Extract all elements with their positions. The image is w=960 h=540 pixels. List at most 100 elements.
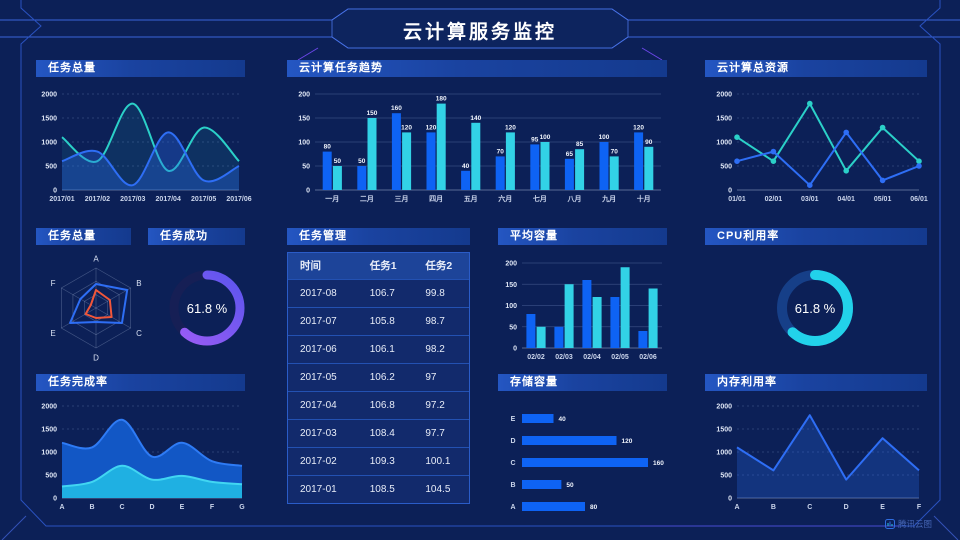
y-tick-label: 200 — [505, 261, 517, 268]
y-tick-label: 100 — [298, 140, 310, 147]
panel-header-task-completion: 任务完成率 — [36, 374, 245, 391]
table-cell: 97.2 — [413, 390, 469, 419]
y-tick-label: 1500 — [41, 116, 57, 123]
panel-title: 云计算总资源 — [717, 62, 789, 74]
bar — [357, 166, 367, 190]
x-tick-label: G — [239, 504, 245, 511]
bar-value: 90 — [645, 139, 653, 146]
donut-value: 61.8 % — [795, 301, 836, 316]
radar-axis-label: F — [51, 279, 56, 288]
x-tick-label: 六月 — [498, 194, 512, 203]
bar — [564, 158, 574, 190]
donut-value: 61.8 % — [187, 301, 228, 316]
x-tick-label: 04/01 — [837, 196, 855, 203]
x-tick-label: 2017/05 — [191, 196, 216, 203]
chart-avg-capacity[interactable]: 0 50 100 150 200 02/02 02/03 02/04 02/05 02/06 — [496, 248, 668, 368]
table-cell: 97.7 — [413, 418, 469, 447]
y-tick-label: 0 — [53, 496, 57, 503]
chart-task-completion[interactable]: 0 500 1000 1500 2000 A B C D E F G — [32, 394, 247, 520]
x-tick-label: 十月 — [637, 194, 651, 203]
table-cell: 104.5 — [413, 474, 469, 503]
table-cell: 106.2 — [357, 362, 414, 391]
panel-title: 内存利用率 — [717, 376, 777, 388]
bar — [471, 122, 481, 190]
bar — [522, 480, 562, 489]
panel-header-total-resources: 云计算总资源 — [705, 60, 927, 77]
y-tick-label: 500 — [45, 164, 57, 171]
chart-task-total-radar[interactable]: A B C D E F — [38, 248, 150, 370]
bar-value: 80 — [590, 504, 598, 511]
bar — [402, 132, 412, 190]
x-tick-label: 三月 — [395, 195, 409, 203]
table-cell: 97 — [413, 362, 469, 391]
chart-cpu-gauge[interactable]: 61.8 % — [705, 250, 927, 368]
bar — [495, 156, 505, 190]
y-cat-label: C — [510, 460, 515, 467]
y-tick-label: 1000 — [716, 140, 732, 147]
y-tick-label: 2000 — [716, 404, 732, 411]
column-header: 任务1 — [357, 253, 414, 279]
y-tick-label: 0 — [513, 346, 517, 353]
bar — [530, 144, 540, 190]
bar — [648, 288, 658, 348]
bar-value: 160 — [653, 460, 664, 467]
y-tick-label: 0 — [728, 496, 732, 503]
chart-task-success-gauge[interactable]: 61.8 % — [150, 250, 245, 368]
panel-title: 云计算任务趋势 — [299, 62, 383, 74]
x-tick-label: 02/01 — [765, 196, 783, 203]
bar — [575, 149, 585, 190]
bar — [322, 151, 332, 190]
x-tick-label: 2017/06 — [226, 196, 251, 203]
column-header: 时间 — [288, 253, 358, 279]
panel-header-storage-capacity: 存储容量 — [498, 374, 667, 391]
data-point — [807, 182, 813, 188]
panel-header-task-total-trend: 任务总量 — [36, 60, 245, 77]
panel-header-task-success: 任务成功 — [148, 228, 245, 245]
bar — [526, 314, 536, 348]
bar — [610, 297, 620, 348]
bar — [620, 267, 630, 348]
bar-value: 70 — [611, 148, 619, 155]
radar-spoke — [95, 307, 131, 329]
bar-value: 100 — [540, 134, 551, 141]
data-point — [843, 129, 849, 136]
bar — [644, 146, 654, 190]
chart-cloud-task-trend[interactable]: 050100150200一月8050二月50150三月160120四月12018… — [289, 80, 667, 212]
bar-value: 120 — [426, 124, 437, 131]
data-table: 时间 任务1 任务2 2017-08 106.7 99.8 2017-07 105.8 98.… — [288, 253, 469, 503]
series-blue-line — [61, 131, 240, 187]
chart-storage-capacity[interactable]: E 40 D 120 C 160 B 50 A 80 — [498, 396, 666, 514]
bar — [522, 502, 585, 511]
x-tick-label: 05/01 — [874, 196, 892, 203]
x-tick-label: B — [771, 504, 776, 511]
data-point — [916, 158, 922, 164]
y-tick-label: 1000 — [41, 140, 57, 147]
y-tick-label: 0 — [53, 188, 57, 195]
chart-task-total-trend[interactable]: 0 500 1000 1500 2000 2017/01 2017/02 2017/03 201… — [32, 80, 251, 212]
y-tick-label: 500 — [720, 164, 732, 171]
bar — [634, 132, 644, 190]
bar — [540, 142, 550, 190]
x-tick-label: 2017/01 — [49, 196, 74, 203]
data-point — [770, 148, 777, 155]
table-cell: 2017-07 — [288, 306, 358, 335]
panel-title: CPU利用率 — [717, 230, 780, 242]
x-tick-label: 02/06 — [639, 354, 657, 361]
y-cat-label: E — [511, 416, 516, 423]
x-tick-label: 2017/04 — [156, 196, 181, 203]
chart-total-resources[interactable]: 0 500 1000 1500 2000 01/01 02/01 03/01 04/01 05/0… — [703, 80, 927, 212]
bar-value: 120 — [622, 438, 633, 445]
panel-title: 任务总量 — [48, 62, 96, 74]
chart-memory-utilization[interactable]: 0 500 1000 1500 2000 A B C D E F — [703, 394, 927, 520]
x-tick-label: 02/04 — [583, 354, 601, 361]
panel-title: 任务总量 — [48, 230, 96, 242]
radar-ring — [61, 267, 131, 349]
table-cell: 2017-01 — [288, 474, 358, 503]
series-red — [84, 289, 113, 319]
bar-value: 50 — [334, 158, 342, 165]
bar — [522, 458, 648, 467]
bar — [592, 297, 602, 348]
y-tick-label: 200 — [298, 92, 310, 99]
table-cell: 2017-04 — [288, 390, 358, 419]
